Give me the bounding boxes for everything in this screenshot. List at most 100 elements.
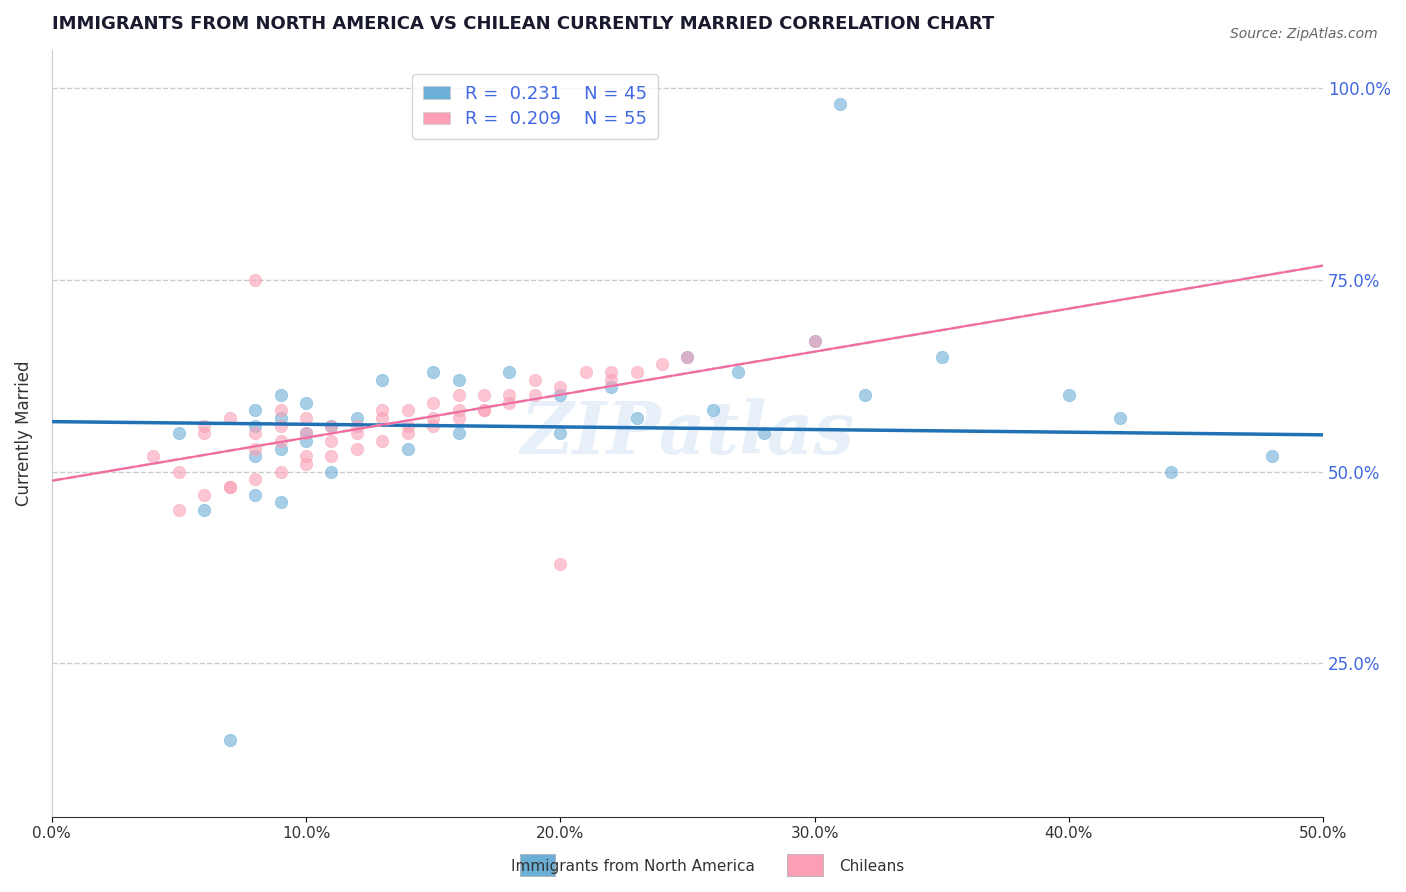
Point	[472, 388, 495, 402]
Point	[270, 403, 292, 417]
Point	[447, 388, 470, 402]
Point	[676, 350, 699, 364]
Point	[270, 442, 292, 456]
Text: ZIPatlas: ZIPatlas	[520, 398, 855, 468]
Point	[243, 449, 266, 463]
Point	[575, 365, 598, 379]
Point	[295, 449, 318, 463]
Point	[243, 426, 266, 441]
Point	[270, 388, 292, 402]
Point	[321, 465, 343, 479]
Text: Chileans: Chileans	[839, 859, 904, 874]
Legend: R =  0.231    N = 45, R =  0.209    N = 55: R = 0.231 N = 45, R = 0.209 N = 55	[412, 74, 658, 139]
Point	[270, 410, 292, 425]
Point	[498, 395, 520, 409]
Point	[472, 403, 495, 417]
Point	[243, 487, 266, 501]
Point	[498, 388, 520, 402]
Point	[1108, 410, 1130, 425]
Point	[396, 418, 419, 433]
Point	[422, 410, 444, 425]
Point	[295, 395, 318, 409]
Point	[371, 410, 394, 425]
Point	[193, 426, 215, 441]
Point	[371, 434, 394, 448]
Point	[243, 403, 266, 417]
Point	[498, 365, 520, 379]
Y-axis label: Currently Married: Currently Married	[15, 360, 32, 506]
Point	[626, 410, 648, 425]
Point	[371, 403, 394, 417]
Point	[167, 465, 190, 479]
Point	[550, 380, 572, 394]
Point	[218, 733, 240, 747]
Point	[752, 426, 775, 441]
Point	[295, 426, 318, 441]
Point	[321, 434, 343, 448]
Point	[523, 388, 546, 402]
Point	[193, 487, 215, 501]
Point	[346, 442, 368, 456]
Point	[1261, 449, 1284, 463]
Point	[295, 457, 318, 471]
Point	[321, 418, 343, 433]
Point	[396, 442, 419, 456]
Point	[295, 426, 318, 441]
Point	[447, 410, 470, 425]
Point	[803, 334, 825, 349]
Point	[346, 410, 368, 425]
Point	[270, 495, 292, 509]
Point	[321, 418, 343, 433]
Point	[243, 472, 266, 486]
Point	[218, 480, 240, 494]
Point	[447, 403, 470, 417]
Point	[931, 350, 953, 364]
Point	[550, 426, 572, 441]
Point	[371, 372, 394, 386]
Point	[243, 273, 266, 287]
Point	[600, 380, 623, 394]
Point	[193, 503, 215, 517]
Point	[295, 434, 318, 448]
Point	[550, 388, 572, 402]
Point	[422, 395, 444, 409]
Point	[167, 503, 190, 517]
Point	[321, 449, 343, 463]
Point	[447, 426, 470, 441]
Point	[855, 388, 877, 402]
Point	[727, 365, 749, 379]
Point	[626, 365, 648, 379]
Text: IMMIGRANTS FROM NORTH AMERICA VS CHILEAN CURRENTLY MARRIED CORRELATION CHART: IMMIGRANTS FROM NORTH AMERICA VS CHILEAN…	[52, 15, 994, 33]
Point	[828, 96, 851, 111]
Point	[600, 365, 623, 379]
Point	[803, 334, 825, 349]
Point	[270, 465, 292, 479]
Text: Source: ZipAtlas.com: Source: ZipAtlas.com	[1230, 27, 1378, 41]
Point	[270, 434, 292, 448]
Point	[295, 410, 318, 425]
Point	[243, 442, 266, 456]
Point	[270, 418, 292, 433]
Point	[447, 372, 470, 386]
Point	[550, 557, 572, 571]
Point	[346, 426, 368, 441]
Point	[676, 350, 699, 364]
Point	[167, 426, 190, 441]
Point	[422, 418, 444, 433]
Point	[1160, 465, 1182, 479]
Point	[218, 410, 240, 425]
Point	[243, 418, 266, 433]
Text: Immigrants from North America: Immigrants from North America	[510, 859, 755, 874]
Point	[422, 365, 444, 379]
Point	[523, 372, 546, 386]
Point	[651, 357, 673, 371]
Point	[702, 403, 724, 417]
Point	[396, 403, 419, 417]
Point	[142, 449, 165, 463]
Point	[218, 480, 240, 494]
Point	[1057, 388, 1080, 402]
Point	[346, 418, 368, 433]
Point	[193, 418, 215, 433]
Point	[472, 403, 495, 417]
Point	[396, 426, 419, 441]
